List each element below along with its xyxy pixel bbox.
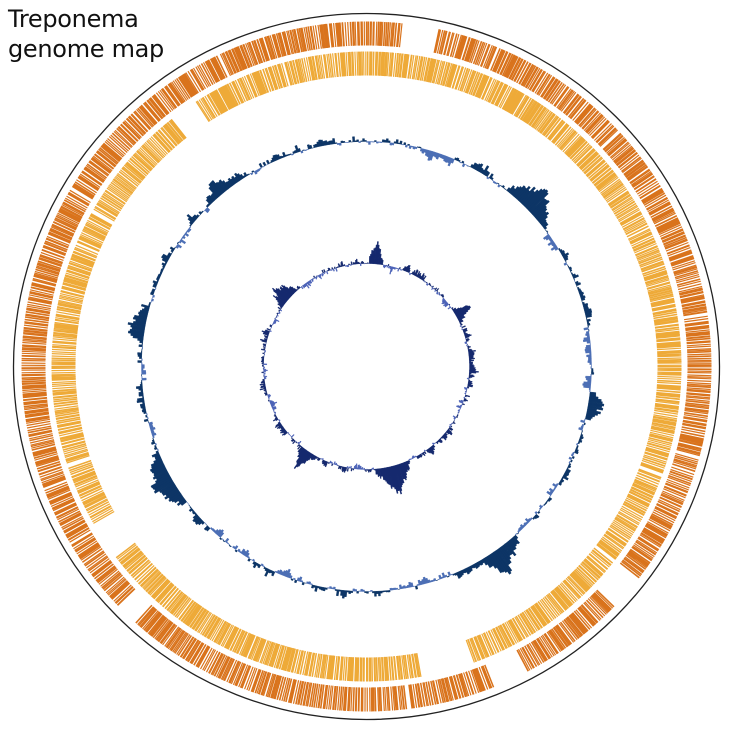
- plot-positive-area: [127, 136, 605, 599]
- gc-content-track: [127, 136, 605, 599]
- reverse-cds-track: [51, 51, 682, 682]
- feature-ticks: [51, 51, 682, 682]
- plot-positive-area: [259, 241, 479, 495]
- outer-boundary-circle: [12, 12, 721, 721]
- plot-negative-area: [141, 141, 592, 592]
- map-title: Treponema genome map: [8, 5, 164, 63]
- feature-ticks: [21, 21, 712, 712]
- plot-negative-area: [263, 263, 470, 470]
- forward-cds-track: [21, 21, 712, 712]
- gc-skew-track: [259, 241, 479, 495]
